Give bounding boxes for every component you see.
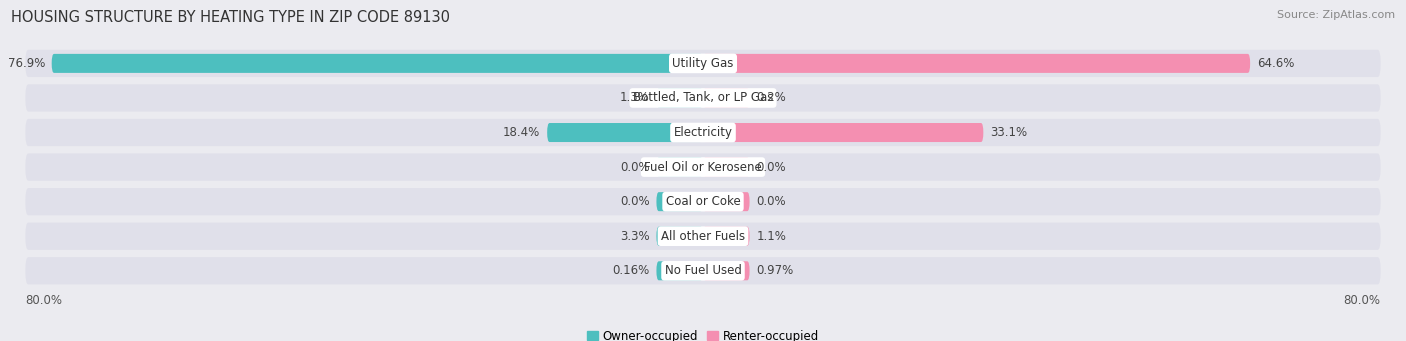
Text: 3.3%: 3.3% bbox=[620, 230, 650, 243]
Text: 0.0%: 0.0% bbox=[756, 161, 786, 174]
Text: 0.0%: 0.0% bbox=[620, 161, 650, 174]
FancyBboxPatch shape bbox=[547, 123, 703, 142]
Text: All other Fuels: All other Fuels bbox=[661, 230, 745, 243]
Text: Electricity: Electricity bbox=[673, 126, 733, 139]
Text: 1.3%: 1.3% bbox=[620, 91, 650, 104]
FancyBboxPatch shape bbox=[25, 223, 1381, 250]
Text: HOUSING STRUCTURE BY HEATING TYPE IN ZIP CODE 89130: HOUSING STRUCTURE BY HEATING TYPE IN ZIP… bbox=[11, 10, 450, 25]
FancyBboxPatch shape bbox=[703, 192, 749, 211]
Text: 0.16%: 0.16% bbox=[613, 264, 650, 277]
Text: 0.0%: 0.0% bbox=[620, 195, 650, 208]
Text: No Fuel Used: No Fuel Used bbox=[665, 264, 741, 277]
FancyBboxPatch shape bbox=[703, 227, 749, 246]
FancyBboxPatch shape bbox=[703, 88, 749, 107]
FancyBboxPatch shape bbox=[25, 84, 1381, 112]
Text: Source: ZipAtlas.com: Source: ZipAtlas.com bbox=[1277, 10, 1395, 20]
Text: 76.9%: 76.9% bbox=[7, 57, 45, 70]
FancyBboxPatch shape bbox=[657, 158, 703, 177]
FancyBboxPatch shape bbox=[25, 257, 1381, 284]
Legend: Owner-occupied, Renter-occupied: Owner-occupied, Renter-occupied bbox=[588, 330, 818, 341]
Text: 1.1%: 1.1% bbox=[756, 230, 786, 243]
FancyBboxPatch shape bbox=[25, 50, 1381, 77]
Text: Utility Gas: Utility Gas bbox=[672, 57, 734, 70]
Text: 80.0%: 80.0% bbox=[1344, 294, 1381, 307]
Text: 0.2%: 0.2% bbox=[756, 91, 786, 104]
FancyBboxPatch shape bbox=[703, 123, 983, 142]
FancyBboxPatch shape bbox=[25, 153, 1381, 181]
FancyBboxPatch shape bbox=[703, 261, 749, 280]
FancyBboxPatch shape bbox=[25, 119, 1381, 146]
FancyBboxPatch shape bbox=[657, 192, 703, 211]
Text: 0.97%: 0.97% bbox=[756, 264, 793, 277]
Text: 18.4%: 18.4% bbox=[503, 126, 540, 139]
FancyBboxPatch shape bbox=[657, 227, 703, 246]
Text: 33.1%: 33.1% bbox=[990, 126, 1028, 139]
FancyBboxPatch shape bbox=[703, 158, 749, 177]
FancyBboxPatch shape bbox=[25, 188, 1381, 215]
FancyBboxPatch shape bbox=[657, 88, 703, 107]
Text: Coal or Coke: Coal or Coke bbox=[665, 195, 741, 208]
FancyBboxPatch shape bbox=[657, 261, 703, 280]
Text: Bottled, Tank, or LP Gas: Bottled, Tank, or LP Gas bbox=[633, 91, 773, 104]
FancyBboxPatch shape bbox=[703, 54, 1250, 73]
FancyBboxPatch shape bbox=[52, 54, 703, 73]
Text: 64.6%: 64.6% bbox=[1257, 57, 1295, 70]
Text: Fuel Oil or Kerosene: Fuel Oil or Kerosene bbox=[644, 161, 762, 174]
Text: 80.0%: 80.0% bbox=[25, 294, 62, 307]
Text: 0.0%: 0.0% bbox=[756, 195, 786, 208]
